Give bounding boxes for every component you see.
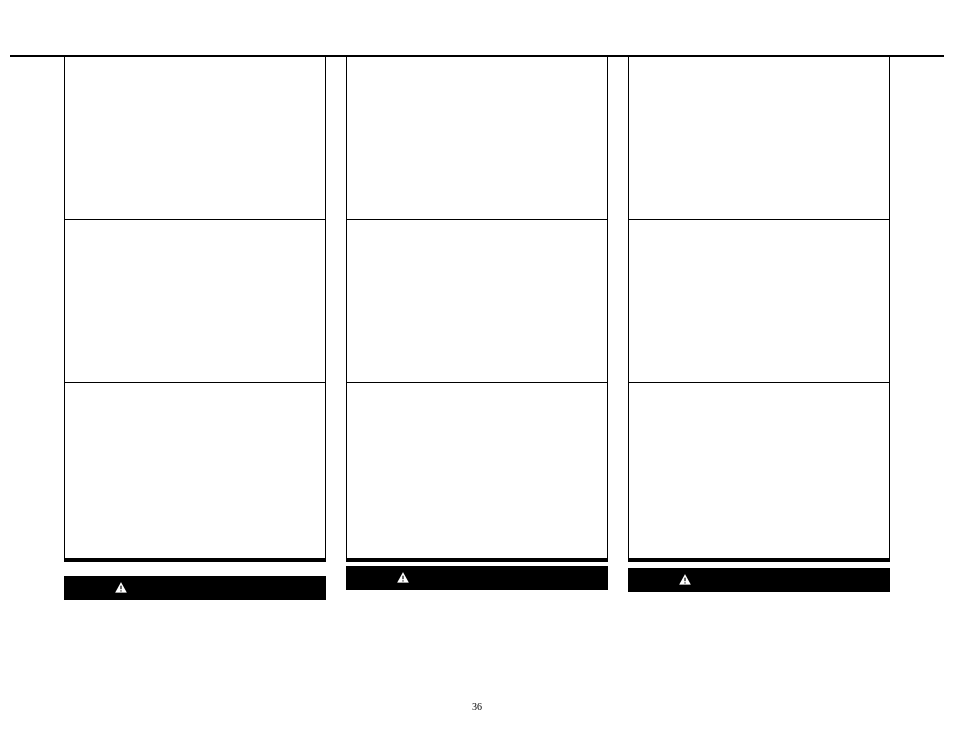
column-3-footer-rule	[628, 559, 890, 562]
column-2-danger-bar	[346, 566, 608, 590]
column-3-danger-bar	[628, 568, 890, 592]
page-number: 36	[0, 702, 954, 713]
column-1-footer-rule	[64, 559, 326, 562]
column-2-cell-3	[347, 383, 607, 558]
warning-triangle-icon	[678, 573, 692, 587]
column-1-cell-3	[65, 383, 325, 558]
column-2-cell-1	[347, 57, 607, 220]
column-1-cell-2	[65, 220, 325, 383]
column-2	[346, 57, 608, 600]
warning-triangle-icon	[114, 581, 128, 595]
column-3-cell-1	[629, 57, 889, 220]
column-2-cell-2	[347, 220, 607, 383]
column-1	[64, 57, 326, 600]
column-1-boxes	[64, 57, 326, 559]
column-1-cell-1	[65, 57, 325, 220]
column-2-boxes	[346, 57, 608, 559]
column-1-danger-bar	[64, 576, 326, 600]
column-3-boxes	[628, 57, 890, 559]
warning-triangle-icon	[396, 571, 410, 585]
columns	[0, 57, 954, 600]
column-2-footer-rule	[346, 559, 608, 562]
page: 36	[0, 0, 954, 742]
column-3-cell-2	[629, 220, 889, 383]
column-3	[628, 57, 890, 600]
column-3-cell-3	[629, 383, 889, 558]
